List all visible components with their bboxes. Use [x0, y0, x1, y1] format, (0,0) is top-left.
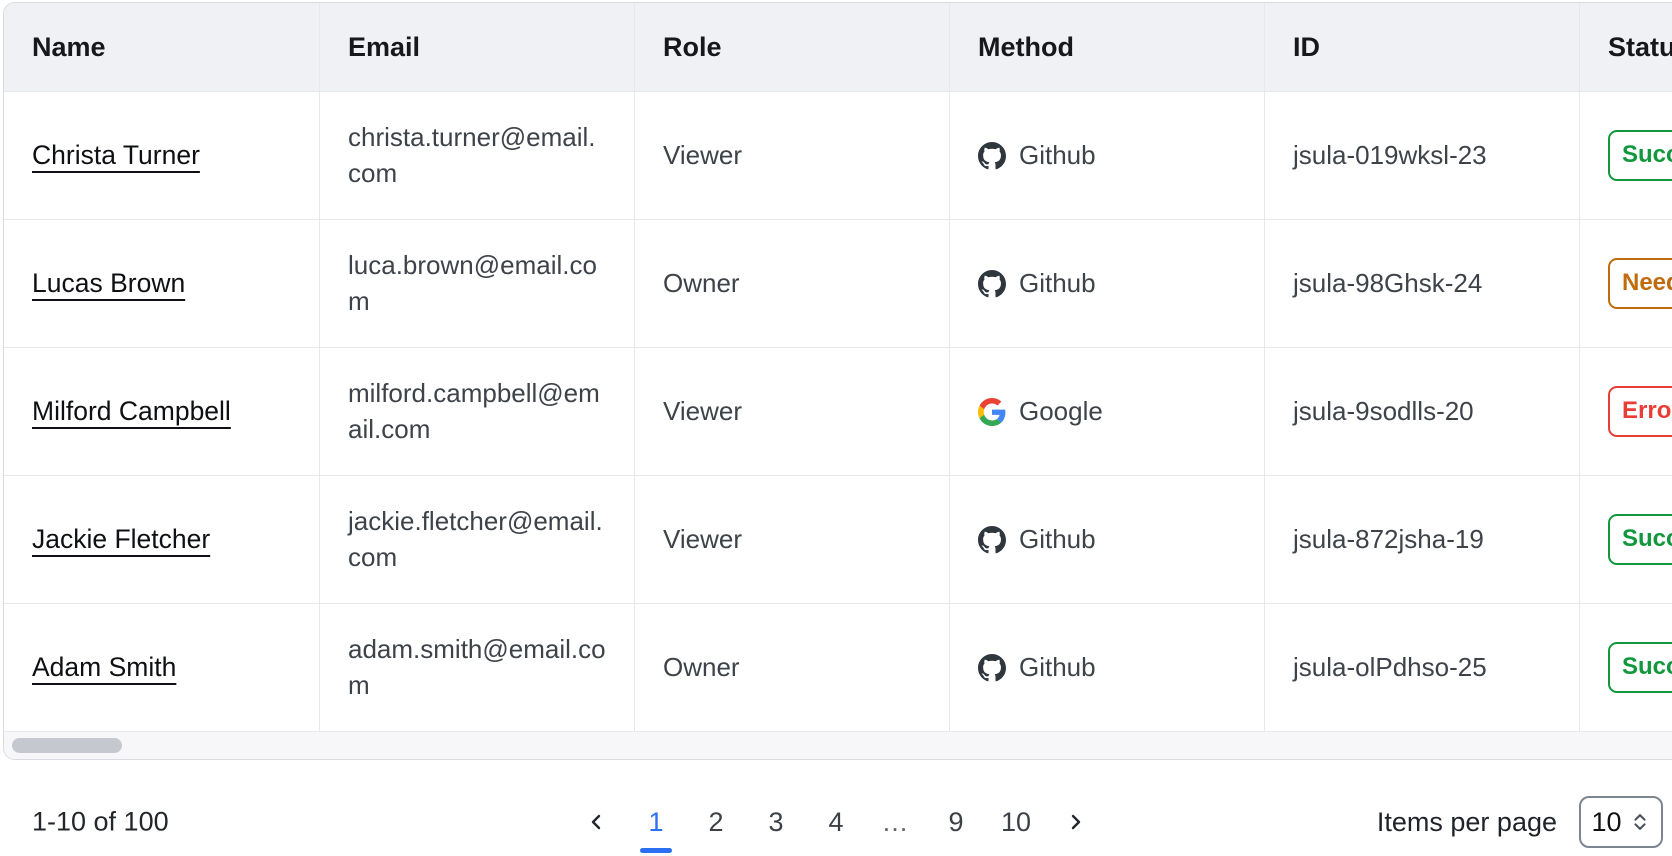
active-page-indicator [640, 848, 672, 853]
status-cell: Success [1579, 92, 1672, 219]
role-cell: Viewer [634, 348, 949, 475]
method-label: Github [1019, 651, 1096, 682]
github-icon [978, 141, 1006, 170]
scrollbar-thumb[interactable] [12, 738, 122, 753]
github-icon [978, 653, 1006, 682]
github-icon [978, 525, 1006, 554]
role-cell: Viewer [634, 92, 949, 219]
name-cell: Milford Campbell [4, 348, 319, 475]
pagination-pages: 1 2 3 4 … 9 10 [573, 799, 1099, 853]
prev-page-button[interactable] [573, 799, 619, 845]
page-button-10[interactable]: 10 [993, 799, 1039, 845]
user-name-link[interactable]: Adam Smith [32, 651, 177, 682]
user-name-link[interactable]: Christa Turner [32, 139, 200, 170]
status-cell: Needs review [1579, 220, 1672, 347]
method-label: Github [1019, 523, 1096, 554]
status-badge: Error [1608, 386, 1672, 437]
chevron-right-icon [1064, 810, 1088, 834]
name-cell: Lucas Brown [4, 220, 319, 347]
stepper-icon [1629, 811, 1651, 833]
user-name-link[interactable]: Lucas Brown [32, 267, 186, 298]
table-row: Jackie Fletcher jackie.fletcher@email.co… [4, 475, 1672, 603]
column-header-id: ID [1264, 3, 1579, 91]
name-cell: Adam Smith [4, 604, 319, 731]
pagination-bar: 1-10 of 100 1 2 3 4 … 9 10 Items per pag… [0, 788, 1672, 856]
items-per-page-label: Items per page [1376, 806, 1557, 837]
page-ellipsis: … [881, 806, 911, 837]
method-label: Google [1019, 395, 1103, 426]
page-button-1[interactable]: 1 [633, 799, 679, 853]
table-row: Adam Smith adam.smith@email.com Owner Gi… [4, 603, 1672, 731]
method-cell: Github [949, 92, 1264, 219]
user-name-link[interactable]: Milford Campbell [32, 395, 231, 426]
role-cell: Viewer [634, 476, 949, 603]
id-cell: jsula-019wksl-23 [1264, 92, 1579, 219]
table-header-row: Name Email Role Method ID Status [4, 3, 1672, 91]
status-cell: Success [1579, 604, 1672, 731]
email-cell: jackie.fletcher@email.com [319, 476, 634, 603]
items-per-page-value: 10 [1591, 806, 1622, 837]
column-header-method: Method [949, 3, 1264, 91]
items-per-page: Items per page 10 [1377, 796, 1663, 848]
method-cell: Github [949, 604, 1264, 731]
id-cell: jsula-9sodlls-20 [1264, 348, 1579, 475]
method-label: Github [1019, 267, 1096, 298]
status-badge: Success [1608, 130, 1672, 181]
google-icon [978, 397, 1006, 426]
page-button-label: 1 [648, 806, 664, 837]
status-badge: Success [1608, 642, 1672, 693]
method-label: Github [1019, 139, 1096, 170]
status-cell: Success [1579, 476, 1672, 603]
email-cell: milford.campbell@email.com [319, 348, 634, 475]
chevron-left-icon [584, 810, 608, 834]
github-icon [978, 269, 1006, 298]
column-header-status: Status [1579, 3, 1672, 91]
method-cell: Github [949, 220, 1264, 347]
status-badge: Needs review [1608, 258, 1672, 309]
email-cell: christa.turner@email.com [319, 92, 634, 219]
table-row: Milford Campbell milford.campbell@email.… [4, 347, 1672, 475]
table-row: Christa Turner christa.turner@email.com … [4, 91, 1672, 219]
users-table: Name Email Role Method ID Status Christa… [3, 2, 1672, 760]
id-cell: jsula-872jsha-19 [1264, 476, 1579, 603]
horizontal-scrollbar[interactable] [4, 731, 1672, 759]
page-button-9[interactable]: 9 [933, 799, 979, 845]
status-cell: Error [1579, 348, 1672, 475]
id-cell: jsula-olPdhso-25 [1264, 604, 1579, 731]
column-header-name: Name [32, 31, 106, 62]
method-cell: Github [949, 476, 1264, 603]
id-cell: jsula-98Ghsk-24 [1264, 220, 1579, 347]
name-cell: Jackie Fletcher [4, 476, 319, 603]
email-cell: luca.brown@email.com [319, 220, 634, 347]
method-cell: Google [949, 348, 1264, 475]
column-header-role: Role [634, 3, 949, 91]
status-badge: Success [1608, 514, 1672, 565]
items-per-page-select[interactable]: 10 [1579, 796, 1663, 848]
page-button-2[interactable]: 2 [693, 799, 739, 845]
table-row: Lucas Brown luca.brown@email.com Owner G… [4, 219, 1672, 347]
role-cell: Owner [634, 220, 949, 347]
page-button-4[interactable]: 4 [813, 799, 859, 845]
role-cell: Owner [634, 604, 949, 731]
next-page-button[interactable] [1053, 799, 1099, 845]
email-cell: adam.smith@email.com [319, 604, 634, 731]
pagination-range: 1-10 of 100 [32, 806, 169, 837]
column-header-email: Email [319, 3, 634, 91]
name-cell: Christa Turner [4, 92, 319, 219]
page-button-3[interactable]: 3 [753, 799, 799, 845]
user-name-link[interactable]: Jackie Fletcher [32, 523, 211, 554]
